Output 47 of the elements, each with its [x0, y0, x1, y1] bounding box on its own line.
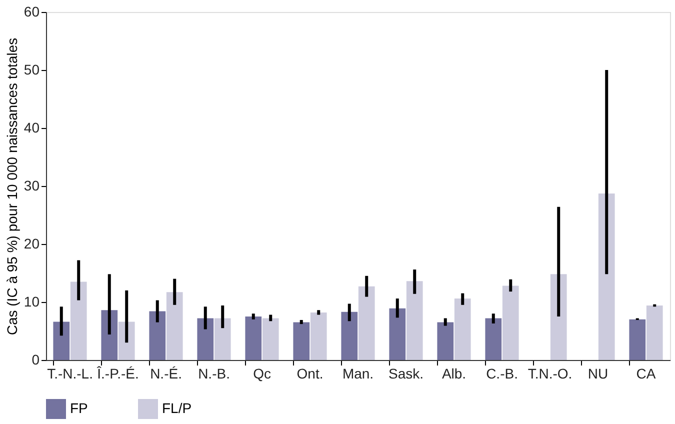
- y-tick-label: 10: [24, 294, 40, 310]
- x-tick-label: N.-B.: [198, 366, 230, 382]
- y-tick-label: 20: [24, 236, 40, 252]
- y-tick-label: 40: [24, 120, 40, 136]
- x-tick-label: C.-B.: [486, 366, 518, 382]
- bar: [101, 310, 118, 360]
- x-tick-label: Ont.: [296, 366, 324, 382]
- bar: [293, 322, 310, 360]
- bar: [550, 274, 567, 360]
- bar: [437, 322, 454, 360]
- bar: [646, 305, 663, 360]
- bar: [598, 194, 615, 360]
- bar: [70, 282, 87, 360]
- bar: [502, 286, 519, 360]
- bar: [310, 312, 327, 360]
- bar: [358, 286, 375, 360]
- bar: [485, 318, 502, 360]
- x-tick-label: Î.-P.-É.: [96, 366, 139, 382]
- y-axis-title: Cas (IC à 95 %) pour 10 000 naissances totales: [4, 38, 20, 336]
- bar: [629, 319, 646, 360]
- legend-label: FP: [70, 400, 88, 416]
- x-tick-label: Man.: [342, 366, 374, 382]
- x-tick-label: Qc: [253, 366, 271, 382]
- bar: [262, 318, 279, 360]
- bar: [149, 311, 166, 360]
- legend-label: FL/P: [162, 400, 192, 416]
- x-tick-label: Sask.: [388, 366, 424, 382]
- x-tick-label: CA: [636, 366, 656, 382]
- bar: [197, 318, 214, 360]
- bar: [118, 322, 135, 360]
- y-tick-label: 30: [24, 178, 40, 194]
- bar: [341, 312, 358, 360]
- x-tick-label: NU: [588, 366, 608, 382]
- bar: [389, 308, 406, 360]
- x-tick-label: Alb.: [442, 366, 466, 382]
- y-tick-label: 60: [24, 4, 40, 20]
- bar: [214, 318, 231, 360]
- bar: [454, 298, 471, 360]
- x-tick-label: N.-É.: [150, 366, 182, 382]
- y-tick-label: 50: [24, 62, 40, 78]
- y-tick-label: 0: [32, 352, 40, 368]
- bar: [53, 322, 70, 360]
- bar: [406, 281, 423, 360]
- bar: [245, 316, 262, 360]
- x-tick-label: T.-N.-L.: [47, 366, 93, 382]
- x-tick-label: T.N.-O.: [528, 366, 572, 382]
- bar: [166, 292, 183, 360]
